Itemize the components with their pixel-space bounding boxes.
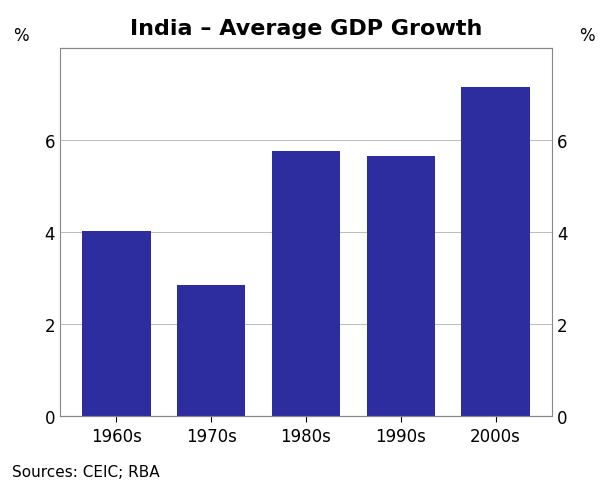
Bar [177, 285, 245, 416]
Title: India – Average GDP Growth: India – Average GDP Growth [130, 18, 482, 39]
Bar [82, 231, 151, 416]
Text: Sources: CEIC; RBA: Sources: CEIC; RBA [12, 464, 160, 479]
Bar [367, 156, 435, 416]
Bar [461, 88, 530, 416]
Text: %: % [13, 27, 28, 45]
Text: %: % [578, 27, 594, 45]
Bar [272, 152, 340, 416]
